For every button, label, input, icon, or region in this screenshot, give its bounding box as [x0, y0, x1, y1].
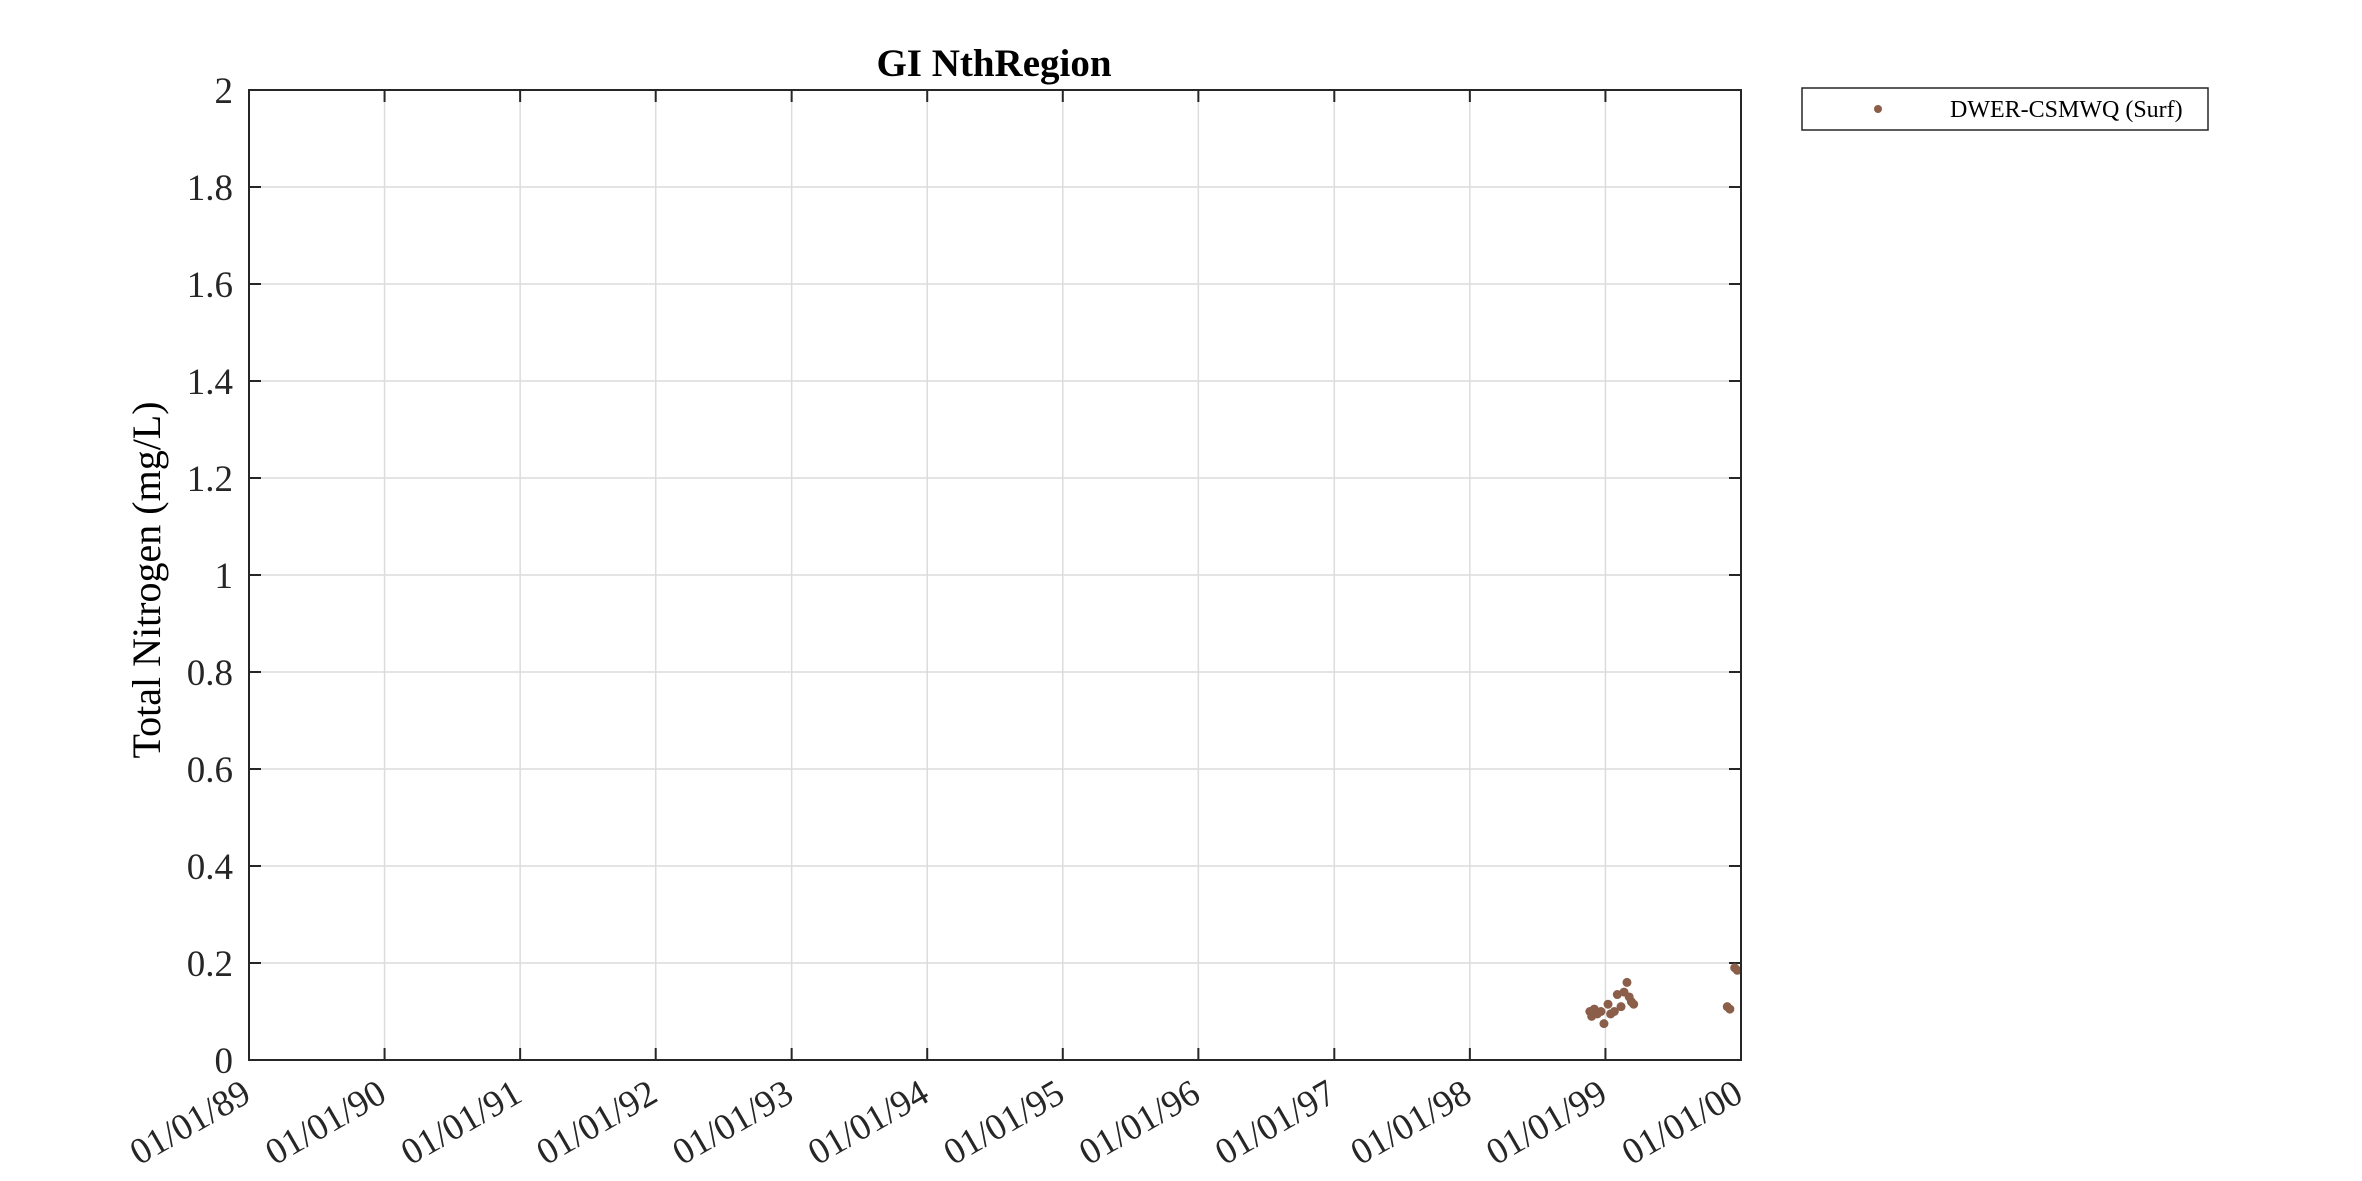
x-tick-label: 01/01/94: [801, 1072, 935, 1173]
data-point: [1616, 1002, 1626, 1012]
data-point: [1732, 965, 1742, 975]
x-tick-label: 01/01/89: [123, 1072, 257, 1173]
x-tick-label: 01/01/92: [530, 1072, 664, 1173]
data-points: [1585, 963, 1742, 1029]
data-point: [1596, 1007, 1606, 1016]
x-tick-label: 01/01/00: [1615, 1072, 1749, 1173]
x-tick-label: 01/01/98: [1344, 1072, 1478, 1173]
y-tick-label: 0: [215, 1041, 234, 1082]
data-point: [1725, 1004, 1735, 1014]
grid-lines: [249, 90, 1741, 1060]
y-tick-label: 1.2: [187, 459, 233, 500]
chart-title: GI NthRegion: [876, 42, 1111, 85]
y-axis-tick-labels: 0 0.2 0.4 0.6 0.8 1 1.2 1.4 1.6 1.8 2: [187, 71, 233, 1082]
y-tick-label: 2: [215, 71, 234, 112]
y-tick-label: 1.8: [187, 168, 233, 209]
data-point: [1622, 977, 1632, 987]
y-tick-label: 0.2: [187, 944, 233, 985]
x-tick-label: 01/01/95: [937, 1072, 1071, 1173]
y-tick-label: 1.6: [187, 265, 233, 306]
data-point: [1603, 999, 1613, 1009]
y-tick-label: 0.4: [187, 847, 233, 888]
y-tick-label: 0.8: [187, 653, 233, 694]
x-tick-label: 01/01/99: [1479, 1072, 1613, 1173]
x-tick-label: 01/01/90: [259, 1072, 393, 1173]
data-point: [1609, 1007, 1619, 1016]
x-tick-label: 01/01/91: [394, 1072, 528, 1173]
data-point: [1629, 999, 1639, 1009]
x-tick-label: 01/01/96: [1072, 1072, 1206, 1173]
axis-ticks: [248, 89, 1742, 1061]
data-point: [1599, 1019, 1609, 1029]
legend-marker-dwer-csmwq-surf: [1874, 105, 1882, 113]
x-tick-label: 01/01/93: [666, 1072, 800, 1173]
legend-box: [1801, 87, 2209, 131]
x-axis-tick-labels: 01/01/89 01/01/90 01/01/91 01/01/92 01/01/93…: [123, 1072, 1749, 1173]
y-tick-label: 1: [215, 556, 234, 597]
y-axis-label: Total Nitrogen (mg/L): [124, 401, 169, 758]
legend: DWER-CSMWQ (Surf): [1801, 87, 2209, 131]
x-tick-label: 01/01/97: [1208, 1072, 1342, 1173]
y-tick-label: 0.6: [187, 750, 233, 791]
legend-label-dwer-csmwq-surf: DWER-CSMWQ (Surf): [1950, 97, 2183, 123]
plot-area-frame: [248, 89, 1742, 1061]
y-tick-label: 1.4: [187, 362, 233, 403]
